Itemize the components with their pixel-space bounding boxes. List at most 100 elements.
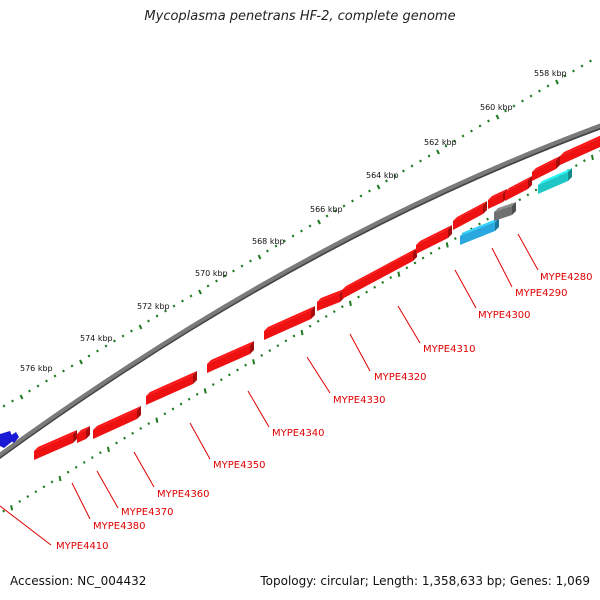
minor-tick bbox=[62, 369, 65, 373]
label-leader-line bbox=[517, 233, 539, 271]
scale-label: 574 kbp bbox=[80, 334, 113, 343]
major-tick bbox=[348, 300, 352, 307]
minor-tick bbox=[332, 310, 336, 314]
major-tick bbox=[58, 475, 62, 482]
label-leader-line bbox=[491, 247, 513, 288]
minor-tick bbox=[53, 374, 57, 378]
major-tick bbox=[79, 359, 83, 365]
scale-label: 576 kbp bbox=[20, 364, 53, 373]
minor-tick bbox=[316, 319, 320, 323]
gene-label[interactable]: MYPE4320 bbox=[374, 372, 427, 383]
gene-label[interactable]: MYPE4350 bbox=[213, 460, 266, 471]
minor-tick bbox=[381, 280, 385, 284]
minor-tick bbox=[526, 193, 530, 197]
minor-tick bbox=[147, 319, 150, 323]
minor-tick bbox=[413, 261, 417, 265]
minor-tick bbox=[276, 344, 280, 348]
minor-tick bbox=[405, 266, 409, 270]
forward-gene-block bbox=[416, 225, 452, 254]
gene-label[interactable]: MYPE4280 bbox=[540, 272, 593, 283]
minor-tick bbox=[139, 426, 143, 430]
gene-label[interactable]: MYPE4290 bbox=[515, 288, 568, 299]
minor-tick bbox=[308, 224, 312, 228]
major-tick bbox=[436, 149, 440, 155]
label-leader-line bbox=[71, 482, 91, 520]
label-leader-line bbox=[306, 356, 331, 394]
scale-label: 566 kbp bbox=[310, 205, 343, 214]
minor-tick bbox=[324, 315, 328, 318]
minor-tick bbox=[206, 284, 210, 288]
forward-gene-block bbox=[317, 289, 344, 311]
label-leader-line bbox=[454, 269, 477, 309]
minor-tick bbox=[223, 274, 227, 278]
minor-tick bbox=[98, 451, 102, 455]
minor-tick bbox=[164, 309, 167, 313]
scale-label: 570 kbp bbox=[195, 269, 228, 278]
minor-tick bbox=[580, 64, 584, 68]
minor-tick bbox=[359, 194, 363, 198]
major-tick bbox=[10, 505, 14, 511]
scale-label: 572 kbp bbox=[137, 302, 170, 311]
major-tick bbox=[252, 359, 256, 365]
major-tick bbox=[555, 79, 559, 85]
minor-tick bbox=[478, 222, 481, 226]
minor-tick bbox=[45, 379, 48, 383]
minor-tick bbox=[171, 407, 175, 411]
minor-tick bbox=[574, 164, 578, 168]
minor-tick bbox=[34, 490, 38, 494]
accession-text: Accession: NC_004432 bbox=[10, 574, 147, 588]
minor-tick bbox=[232, 269, 235, 273]
minor-tick bbox=[36, 384, 40, 388]
minor-tick bbox=[113, 339, 116, 343]
major-tick bbox=[198, 289, 202, 295]
minor-tick bbox=[365, 290, 368, 294]
scale-label: 558 kbp bbox=[534, 69, 567, 78]
label-leader-line bbox=[133, 451, 155, 488]
major-tick bbox=[106, 446, 110, 453]
gene-label[interactable]: MYPE4310 bbox=[423, 344, 476, 355]
minor-tick bbox=[427, 154, 431, 158]
minor-tick bbox=[172, 304, 176, 308]
minor-tick bbox=[147, 422, 151, 425]
gene-label[interactable]: MYPE4330 bbox=[333, 395, 386, 406]
major-tick bbox=[155, 417, 159, 423]
minor-tick bbox=[249, 259, 252, 263]
minor-tick bbox=[115, 441, 118, 445]
map-title: Mycoplasma penetrans HF-2, complete geno… bbox=[144, 9, 456, 24]
minor-tick bbox=[589, 59, 592, 63]
minor-tick bbox=[130, 329, 133, 333]
minor-tick bbox=[486, 217, 489, 221]
major-tick bbox=[19, 394, 24, 400]
minor-tick bbox=[268, 349, 272, 352]
gene-label[interactable]: MYPE4370 bbox=[121, 507, 174, 518]
gene-label[interactable]: MYPE4380 bbox=[93, 521, 146, 532]
minor-tick bbox=[26, 495, 30, 498]
genome-map[interactable]: 558 kbp 560 kbp 562 kbp 564 kbp 566 kbp 568 k… bbox=[0, 0, 600, 580]
genome-summary-text: Topology: circular; Length: 1,358,633 bp… bbox=[260, 574, 590, 588]
forward-gene-block bbox=[146, 371, 197, 405]
minor-tick bbox=[87, 354, 91, 358]
label-leader-line bbox=[349, 333, 371, 372]
minor-tick bbox=[437, 246, 441, 250]
gene-features bbox=[0, 135, 600, 460]
gene-label[interactable]: MYPE4300 bbox=[478, 310, 531, 321]
forward-gene-block bbox=[342, 248, 417, 299]
major-tick bbox=[590, 154, 594, 161]
rna-feature-block bbox=[538, 168, 572, 194]
major-tick bbox=[495, 114, 500, 120]
scale-labels: 558 kbp 560 kbp 562 kbp 564 kbp 566 kbp 568 k… bbox=[20, 69, 567, 373]
minor-tick bbox=[410, 164, 414, 168]
outer-scale-ticks bbox=[2, 59, 592, 408]
minor-tick bbox=[82, 461, 86, 464]
gene-label[interactable]: MYPE4360 bbox=[157, 489, 210, 500]
major-tick bbox=[203, 388, 207, 394]
minor-tick bbox=[340, 305, 344, 309]
minor-tick bbox=[50, 480, 54, 484]
gene-label[interactable]: MYPE4410 bbox=[56, 541, 109, 552]
minor-tick bbox=[461, 134, 465, 138]
minor-tick bbox=[453, 237, 457, 241]
minor-tick bbox=[518, 198, 522, 202]
minor-tick bbox=[334, 209, 337, 213]
gene-label[interactable]: MYPE4340 bbox=[272, 428, 325, 439]
genome-backbone-shadow bbox=[0, 127, 600, 459]
